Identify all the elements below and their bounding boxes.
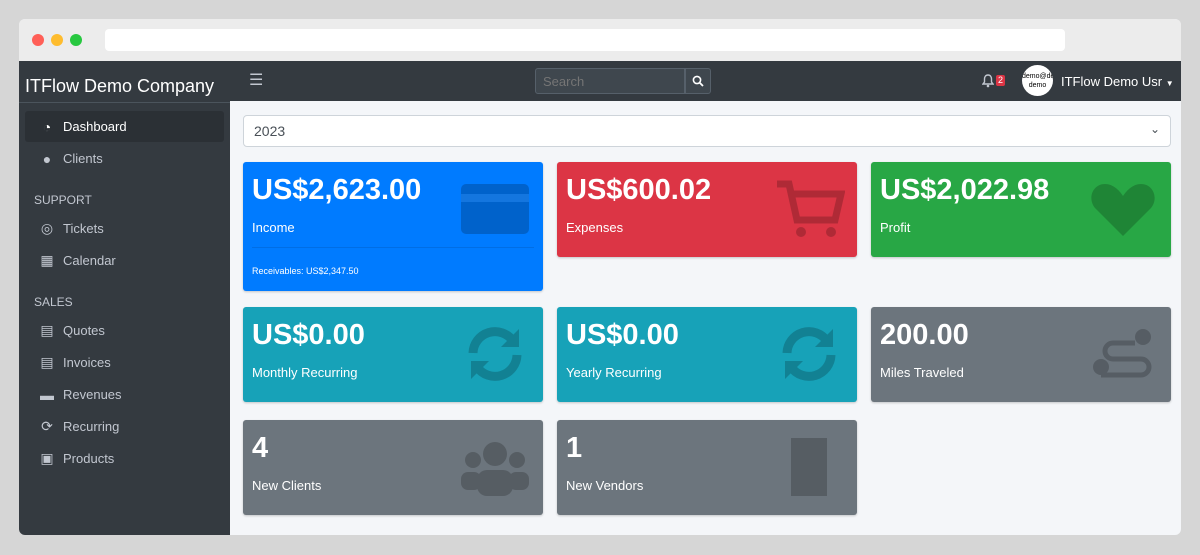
stat-value: US$0.00 bbox=[252, 319, 365, 351]
sidebar-item-tickets[interactable]: ◎ Tickets bbox=[25, 213, 224, 244]
label: Dashboard bbox=[63, 119, 127, 134]
search-bar bbox=[535, 68, 711, 94]
sidebar-item-calendar[interactable]: ▦ Calendar bbox=[25, 245, 224, 276]
sales-header: SALES bbox=[34, 295, 73, 309]
close-dot[interactable] bbox=[32, 34, 44, 46]
stat-value: 200.00 bbox=[880, 319, 969, 351]
tachometer-icon: ◔ bbox=[42, 118, 52, 135]
search-icon[interactable] bbox=[685, 68, 711, 94]
stat-card-expenses[interactable]: US$600.02 Expenses bbox=[557, 162, 857, 257]
stat-label: Miles Traveled bbox=[880, 365, 964, 380]
support-header: SUPPORT bbox=[34, 193, 92, 207]
caret-down-icon: ▼ bbox=[1165, 79, 1174, 88]
sync-icon bbox=[782, 327, 836, 381]
sync-icon: ⟳ bbox=[41, 418, 53, 434]
stat-label: Yearly Recurring bbox=[566, 365, 662, 380]
life-ring-icon: ◎ bbox=[40, 220, 54, 236]
main-content: 2023 ⌄ US$2,623.00 Income Receivables: US$2… bbox=[230, 101, 1181, 535]
user-menu[interactable]: ITFlow Demo Usr ▼ bbox=[1061, 74, 1174, 89]
address-bar[interactable] bbox=[105, 29, 1065, 51]
calendar-icon: ▦ bbox=[40, 252, 54, 268]
label: Products bbox=[63, 451, 115, 466]
stat-label: Monthly Recurring bbox=[252, 365, 358, 380]
sidebar-item-products[interactable]: ▣ Products bbox=[25, 443, 224, 474]
avatar[interactable]: demo@demo demo bbox=[1022, 65, 1053, 96]
box-icon: ▣ bbox=[40, 450, 54, 466]
stat-label: Profit bbox=[880, 220, 911, 235]
label: Revenues bbox=[63, 387, 122, 402]
label: Invoices bbox=[63, 355, 111, 370]
stat-value: US$0.00 bbox=[566, 319, 679, 351]
menu-toggle-icon[interactable]: ☰ bbox=[249, 72, 264, 89]
sidebar-item-quotes[interactable]: ▤ Quotes bbox=[25, 315, 224, 346]
notification-badge: 2 bbox=[996, 75, 1006, 86]
sidebar-item-clients[interactable]: ● Clients bbox=[25, 143, 224, 174]
heart-icon bbox=[1091, 184, 1155, 236]
sidebar-item-dashboard[interactable]: ◔ Dashboard bbox=[25, 111, 224, 142]
shopping-cart-icon bbox=[777, 180, 845, 237]
stat-card-monthly-recurring[interactable]: US$0.00 Monthly Recurring bbox=[243, 307, 543, 402]
minimize-dot[interactable] bbox=[51, 34, 63, 46]
sidebar-item-recurring[interactable]: ⟳ Recurring bbox=[25, 411, 224, 442]
users-icon bbox=[461, 442, 529, 496]
stat-label: New Vendors bbox=[566, 478, 644, 493]
credit-card-icon: ▬ bbox=[40, 386, 54, 403]
building-icon bbox=[791, 438, 827, 496]
stat-card-new-clients[interactable]: 4 New Clients bbox=[243, 420, 543, 515]
top-navbar: ☰ 2 demo@demo demo ITFlow Demo Usr ▼ bbox=[230, 61, 1181, 101]
stat-card-income[interactable]: US$2,623.00 Income Receivables: US$2,347.5… bbox=[243, 162, 543, 291]
maximize-dot[interactable] bbox=[70, 34, 82, 46]
stat-card-miles-traveled[interactable]: 200.00 Miles Traveled bbox=[871, 307, 1171, 402]
stat-value: 4 bbox=[252, 432, 269, 464]
sidebar-item-revenues[interactable]: ▬ Revenues bbox=[25, 379, 224, 410]
search-input[interactable] bbox=[535, 68, 685, 94]
sidebar: ITFlow Demo Company ◔ Dashboard ● Clients … bbox=[19, 61, 230, 535]
sync-icon bbox=[468, 327, 522, 381]
file-icon: ▤ bbox=[40, 322, 54, 338]
label: Calendar bbox=[63, 253, 116, 268]
user-name: ITFlow Demo Usr bbox=[1061, 74, 1163, 89]
sidebar-item-invoices[interactable]: ▤ Invoices bbox=[25, 347, 224, 378]
invoice-icon: ▤ bbox=[40, 354, 54, 370]
label: Recurring bbox=[63, 419, 120, 434]
label: Tickets bbox=[63, 221, 104, 236]
brand[interactable]: ITFlow Demo Company bbox=[19, 61, 230, 103]
chevron-down-icon: ⌄ bbox=[1149, 122, 1160, 136]
stat-label: Expenses bbox=[566, 220, 624, 235]
receivables-footer: Receivables: US$2,347.50 bbox=[252, 247, 534, 276]
browser-chrome bbox=[19, 19, 1181, 61]
stat-card-yearly-recurring[interactable]: US$0.00 Yearly Recurring bbox=[557, 307, 857, 402]
stat-value: US$600.02 bbox=[566, 174, 712, 206]
stat-label: New Clients bbox=[252, 478, 322, 493]
stat-card-new-vendors[interactable]: 1 New Vendors bbox=[557, 420, 857, 515]
label: Clients bbox=[63, 151, 103, 166]
stat-label: Income bbox=[252, 220, 295, 235]
year-value: 2023 bbox=[254, 123, 286, 139]
stat-card-profit[interactable]: US$2,022.98 Profit bbox=[871, 162, 1171, 257]
credit-card-icon bbox=[461, 184, 529, 234]
stat-value: 1 bbox=[566, 432, 583, 464]
browser-window: ITFlow Demo Company ◔ Dashboard ● Clients … bbox=[19, 19, 1181, 535]
route-icon bbox=[1093, 329, 1152, 378]
bell-icon[interactable] bbox=[982, 74, 994, 88]
stat-value: US$2,623.00 bbox=[252, 174, 422, 206]
users-icon: ● bbox=[42, 150, 52, 167]
label: Quotes bbox=[63, 323, 105, 338]
year-select[interactable]: 2023 ⌄ bbox=[243, 115, 1171, 147]
stat-value: US$2,022.98 bbox=[880, 174, 1050, 206]
